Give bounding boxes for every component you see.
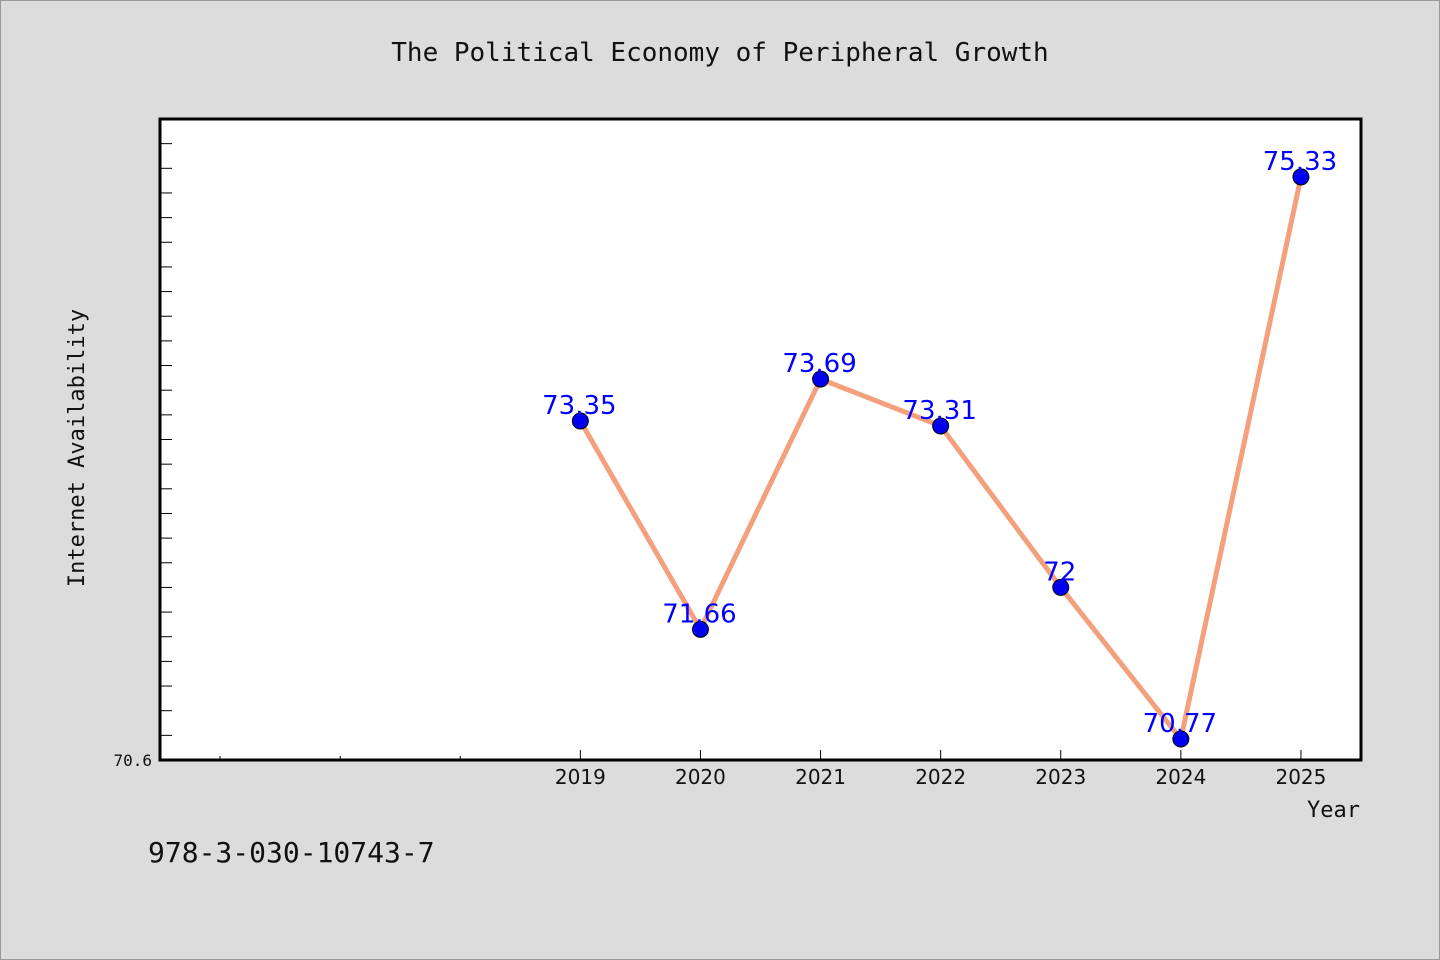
x-axis-label: Year xyxy=(1307,798,1360,823)
data-label: 71.66 xyxy=(662,599,736,629)
data-point xyxy=(932,417,950,435)
x-tick-label: 2023 xyxy=(1035,765,1086,789)
isbn-text: 978-3-030-10743-7 xyxy=(148,836,435,869)
x-tick-label: 2020 xyxy=(675,765,726,789)
plot-border xyxy=(158,117,1363,762)
data-label: 73.35 xyxy=(542,391,616,421)
x-tick-label: 2021 xyxy=(795,765,846,789)
data-point xyxy=(571,412,589,430)
x-tick-label: 2022 xyxy=(915,765,966,789)
series-group xyxy=(571,168,1310,748)
x-axis-ticks: 2019 2020 2021 2022 2023 2024 2025 xyxy=(219,750,1326,789)
y-tick-label: 70.6 xyxy=(113,751,152,770)
data-point xyxy=(1052,578,1070,596)
data-point xyxy=(1292,168,1310,186)
data-point xyxy=(812,370,830,388)
data-point xyxy=(691,620,709,638)
x-tick-label: 2019 xyxy=(555,765,606,789)
x-tick-label: 2024 xyxy=(1155,765,1206,789)
y-axis-label: Internet Availability xyxy=(65,309,90,587)
data-labels-group: 73.35 71.66 73.69 73.31 72 70.77 75.33 xyxy=(542,147,1337,739)
plot-area xyxy=(160,119,1361,760)
data-label: 70.77 xyxy=(1143,709,1217,739)
data-label: 75.33 xyxy=(1263,147,1337,177)
chart-title: The Political Economy of Peripheral Grow… xyxy=(391,38,1048,68)
data-label: 72 xyxy=(1043,557,1076,587)
data-label: 73.31 xyxy=(902,396,976,426)
x-tick-label: 2025 xyxy=(1275,765,1326,789)
data-label: 73.69 xyxy=(782,349,856,379)
y-axis-ticks xyxy=(160,143,172,736)
data-point xyxy=(1172,730,1190,748)
